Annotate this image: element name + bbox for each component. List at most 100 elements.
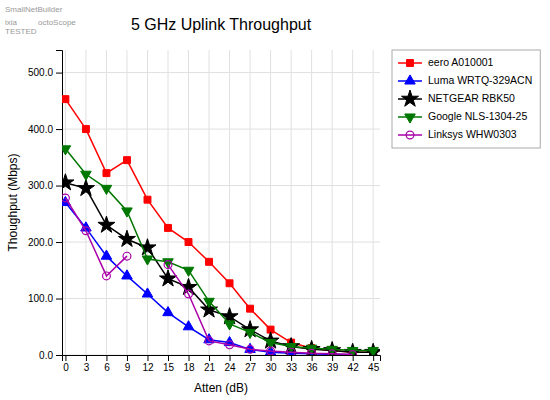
x-tick-mark [65, 355, 66, 361]
grid-line-x [352, 50, 353, 355]
series-marker [101, 250, 112, 259]
y-tick-label: 200.0 [28, 237, 53, 248]
x-tick: 45 [368, 355, 380, 373]
series-marker [81, 171, 92, 180]
y-tick-mark [56, 186, 62, 187]
x-tick-mark [291, 355, 292, 361]
x-axis-line [63, 356, 381, 362]
grid-line-x [291, 50, 292, 355]
y-tick-label: 300.0 [28, 180, 53, 191]
series-line [65, 149, 373, 351]
grid-line-x [188, 50, 189, 355]
legend-marker [407, 60, 414, 67]
x-tick-label: 21 [204, 362, 216, 373]
legend: eero A010001 Luma WRTQ-329ACN NETGEAR RBK5… [392, 50, 540, 148]
series-marker [103, 272, 111, 280]
x-tick-label: 12 [142, 362, 154, 373]
x-tick: 21 [204, 355, 216, 373]
legend-item: Google NLS-1304-25 [398, 110, 527, 123]
series-marker [206, 258, 213, 265]
x-tick: 36 [307, 355, 319, 373]
legend-line [398, 134, 422, 136]
x-tick-label: 30 [266, 362, 278, 373]
series-marker [103, 170, 110, 177]
x-tick-label: 15 [163, 362, 175, 373]
annotation: ixiaTESTED [5, 18, 37, 36]
series-marker [204, 298, 215, 307]
series-marker [118, 230, 135, 246]
grid-line-x [270, 50, 271, 355]
grid-line-x [85, 50, 86, 355]
y-axis: 0.0100.0200.0300.0400.0500.0 [28, 51, 63, 361]
x-tick-label: 6 [104, 362, 110, 373]
series-marker [185, 239, 192, 246]
annotation-line: TESTED [5, 27, 37, 36]
y-tick-mark [56, 299, 62, 300]
legend-label: Linksys WHW0303 [428, 128, 517, 140]
series-marker [328, 350, 336, 355]
y-axis-line [56, 51, 63, 356]
x-tick-label: 42 [348, 362, 360, 373]
legend-item: NETGEAR RBK50 [398, 90, 515, 106]
annotation-line: SmallNetBuilder [5, 5, 63, 14]
legend-marker [405, 75, 416, 84]
x-tick: 39 [327, 355, 339, 373]
x-tick: 30 [266, 355, 278, 373]
y-tick-mark [56, 129, 62, 130]
y-tick: 100.0 [28, 293, 62, 304]
series-marker [124, 157, 131, 164]
series-marker [224, 321, 235, 330]
x-tick-label: 0 [63, 362, 69, 373]
x-tick-mark [373, 355, 374, 361]
x-tick-mark [209, 355, 210, 361]
x-tick: 15 [163, 355, 175, 373]
annotation-line: octoScope [38, 18, 76, 27]
y-tick: 500.0 [28, 67, 62, 78]
legend-frame [392, 50, 540, 148]
series-marker [267, 347, 275, 355]
annotation: SmallNetBuilder [5, 5, 63, 14]
grid-line-x [106, 50, 107, 355]
y-tick: 400.0 [28, 124, 62, 135]
grid-line-x [373, 50, 374, 355]
series-marker [164, 261, 172, 269]
series-marker [349, 351, 357, 355]
series-marker [82, 126, 89, 133]
grid-line-x [126, 50, 127, 355]
y-axis-title: Thoughput (Mbps) [6, 153, 20, 251]
series-marker [144, 196, 151, 203]
x-tick: 18 [183, 355, 195, 373]
legend-item: eero A010001 [398, 56, 494, 68]
x-tick: 12 [142, 355, 154, 373]
x-tick-mark [189, 355, 190, 361]
series [62, 194, 357, 355]
y-tick-mark [56, 355, 62, 356]
x-tick-label: 9 [125, 362, 131, 373]
x-axis: 0369121518212427303336394245 [63, 355, 381, 373]
x-tick-label: 24 [224, 362, 236, 373]
legend-marker [405, 114, 416, 123]
legend-marker [406, 131, 414, 139]
x-tick: 27 [245, 355, 257, 373]
x-tick: 42 [348, 355, 360, 373]
series-marker [226, 280, 233, 287]
series-marker [245, 329, 256, 338]
legend-label: eero A010001 [428, 56, 494, 68]
x-tick: 6 [104, 355, 110, 373]
grid-line-x [311, 50, 312, 355]
legend-label: Luma WRTQ-329ACN [428, 74, 532, 86]
series-marker [82, 227, 90, 235]
y-tick: 300.0 [28, 180, 62, 191]
legend-item: Linksys WHW0303 [398, 128, 517, 140]
x-tick-mark [271, 355, 272, 361]
series-marker [101, 185, 112, 194]
series-marker [183, 321, 194, 330]
x-tick-mark [147, 355, 148, 361]
series-marker [142, 288, 153, 297]
series [62, 196, 358, 355]
series-line [65, 198, 352, 354]
series-area [62, 96, 380, 355]
x-tick-mark [127, 355, 128, 361]
x-tick: 33 [286, 355, 298, 373]
grid-line-x [332, 50, 333, 355]
